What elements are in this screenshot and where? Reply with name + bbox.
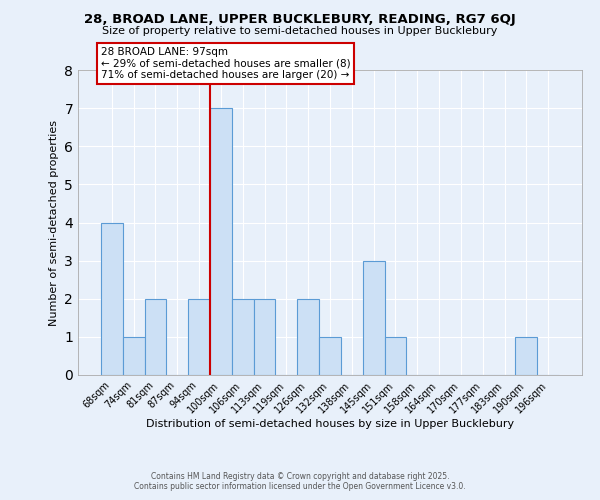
Text: Size of property relative to semi-detached houses in Upper Bucklebury: Size of property relative to semi-detach… bbox=[103, 26, 497, 36]
Text: Contains HM Land Registry data © Crown copyright and database right 2025.: Contains HM Land Registry data © Crown c… bbox=[151, 472, 449, 481]
Bar bbox=[123, 337, 145, 375]
Bar bbox=[101, 222, 123, 375]
Text: Contains public sector information licensed under the Open Government Licence v3: Contains public sector information licen… bbox=[134, 482, 466, 491]
Bar bbox=[515, 337, 537, 375]
Bar bbox=[210, 108, 232, 375]
Text: 28, BROAD LANE, UPPER BUCKLEBURY, READING, RG7 6QJ: 28, BROAD LANE, UPPER BUCKLEBURY, READIN… bbox=[84, 12, 516, 26]
Bar bbox=[297, 298, 319, 375]
Bar bbox=[254, 298, 275, 375]
X-axis label: Distribution of semi-detached houses by size in Upper Bucklebury: Distribution of semi-detached houses by … bbox=[146, 419, 514, 429]
Text: 28 BROAD LANE: 97sqm
← 29% of semi-detached houses are smaller (8)
71% of semi-d: 28 BROAD LANE: 97sqm ← 29% of semi-detac… bbox=[101, 47, 350, 80]
Bar bbox=[363, 260, 385, 375]
Bar bbox=[319, 337, 341, 375]
Bar bbox=[188, 298, 210, 375]
Bar bbox=[232, 298, 254, 375]
Bar bbox=[145, 298, 166, 375]
Bar bbox=[385, 337, 406, 375]
Y-axis label: Number of semi-detached properties: Number of semi-detached properties bbox=[49, 120, 59, 326]
